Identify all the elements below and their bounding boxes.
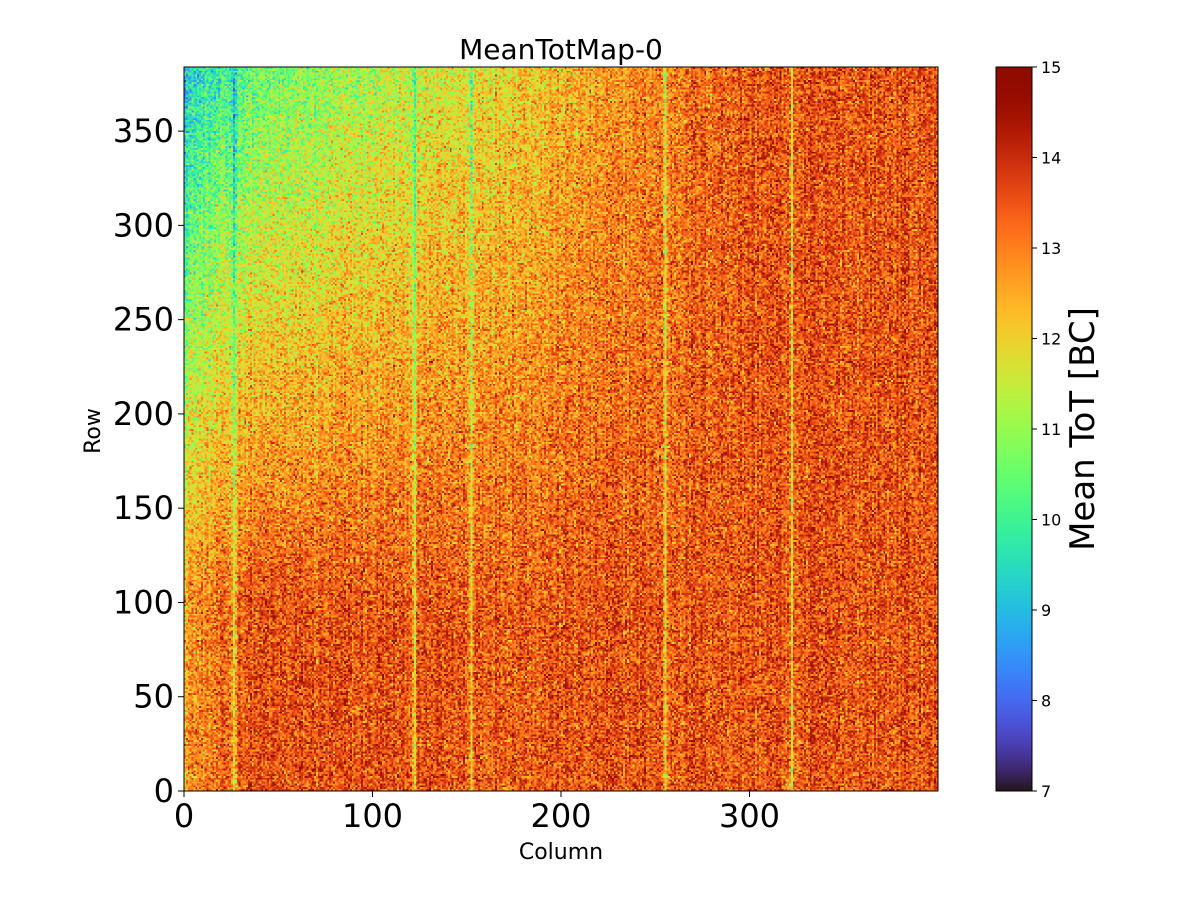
x-axis-ticks: 0 100 200 300 — [174, 791, 780, 835]
colorbar-tick-label: 13 — [1041, 239, 1061, 258]
y-tick-label: 50 — [133, 678, 174, 716]
y-tick-label: 350 — [113, 112, 174, 150]
x-tick-label: 300 — [719, 797, 780, 835]
colorbar-gradient — [996, 67, 1032, 791]
y-tick-label: 0 — [154, 772, 174, 810]
x-tick-label: 0 — [174, 797, 194, 835]
colorbar-tick-label: 12 — [1041, 330, 1061, 349]
x-tick-label: 200 — [530, 797, 591, 835]
plot-frame — [183, 66, 939, 792]
colorbar-frame — [995, 66, 1033, 792]
heatmap-image — [184, 67, 938, 791]
chart-title: MeanTotMap-0 — [459, 33, 663, 66]
y-axis-ticks: 0 50 100 150 200 250 300 350 — [113, 112, 184, 810]
colorbar-tick-label: 7 — [1041, 782, 1051, 801]
y-tick-label: 150 — [113, 489, 174, 527]
y-tick-label: 250 — [113, 301, 174, 339]
colorbar-ticks: 7 8 9 10 11 12 13 14 15 — [1032, 58, 1061, 801]
y-tick-label: 200 — [113, 395, 174, 433]
colorbar-tick-label: 15 — [1041, 58, 1061, 77]
x-axis-label: Column — [519, 840, 603, 865]
x-tick-label: 100 — [342, 797, 403, 835]
colorbar-tick-label: 8 — [1041, 692, 1051, 711]
colorbar-tick-label: 11 — [1041, 420, 1061, 439]
colorbar-tick-label: 10 — [1041, 511, 1061, 530]
y-tick-label: 300 — [113, 206, 174, 244]
y-axis-label: Row — [81, 408, 106, 454]
colorbar-tick-label: 14 — [1041, 149, 1061, 168]
colorbar-label: Mean ToT [BC] — [1063, 307, 1103, 551]
y-tick-label: 100 — [113, 583, 174, 621]
colorbar-tick-label: 9 — [1041, 601, 1051, 620]
